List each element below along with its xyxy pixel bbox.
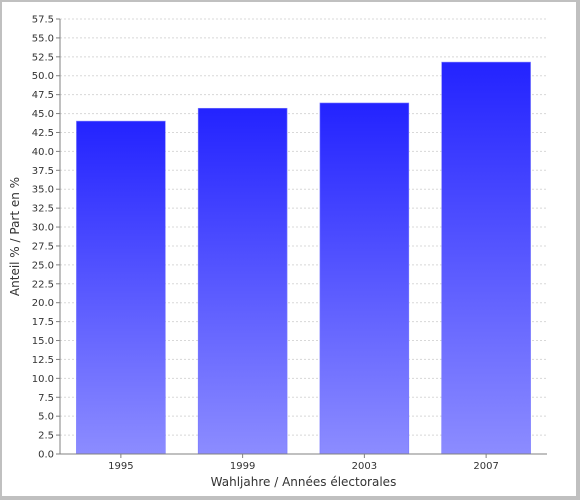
y-tick-label: 10.0 [32, 374, 54, 385]
y-tick-label: 52.5 [32, 52, 54, 63]
y-tick-label: 22.5 [32, 279, 54, 290]
y-tick-label: 0.0 [38, 450, 54, 461]
y-tick-label: 7.5 [38, 393, 54, 404]
y-tick-label: 55.0 [32, 33, 54, 44]
chart-frame: 0.0 2.5 5.0 7.5 10.0 12.5 15.0 17.5 20.0 22.5 25.0… [2, 2, 576, 496]
y-tick-label: 37.5 [32, 166, 54, 177]
y-tick-label: 27.5 [32, 241, 54, 252]
bar-1999 [197, 107, 288, 455]
x-tick-labels: 1995 1999 2003 2007 [108, 454, 499, 472]
bar-2007 [441, 61, 531, 455]
y-tick-label: 47.5 [32, 90, 54, 101]
bar-chart: 0.0 2.5 5.0 7.5 10.0 12.5 15.0 17.5 20.0 22.5 25.0… [8, 15, 547, 489]
y-tick-label: 12.5 [32, 355, 54, 366]
y-tick-label: 20.0 [32, 298, 54, 309]
y-tick-label: 42.5 [32, 128, 54, 139]
y-tick-label: 2.5 [38, 431, 54, 442]
x-tick-label: 1995 [108, 461, 133, 472]
axes [59, 19, 547, 455]
x-axis-title: Wahljahre / Années électorales [211, 475, 397, 489]
y-tick-label: 5.0 [38, 412, 54, 423]
y-tick-label: 50.0 [32, 71, 54, 82]
x-tick-label: 1999 [230, 461, 255, 472]
bar-2003 [319, 102, 410, 455]
x-tick-label: 2003 [352, 461, 377, 472]
y-tick-label: 32.5 [32, 204, 54, 215]
y-tick-label: 30.0 [32, 223, 54, 234]
y-axis-title: Anteil % / Part en % [8, 177, 22, 296]
y-tick-label: 35.0 [32, 185, 54, 196]
y-tick-label: 40.0 [32, 147, 54, 158]
x-tick-label: 2007 [473, 461, 498, 472]
y-tick-label: 57.5 [32, 15, 54, 26]
y-tick-labels: 0.0 2.5 5.0 7.5 10.0 12.5 15.0 17.5 20.0 22.5 25.0… [32, 15, 60, 461]
bar-1995 [76, 120, 166, 455]
bars [76, 61, 531, 455]
y-tick-label: 17.5 [32, 317, 54, 328]
y-tick-label: 45.0 [32, 109, 54, 120]
y-tick-label: 25.0 [32, 260, 54, 271]
y-tick-label: 15.0 [32, 336, 54, 347]
